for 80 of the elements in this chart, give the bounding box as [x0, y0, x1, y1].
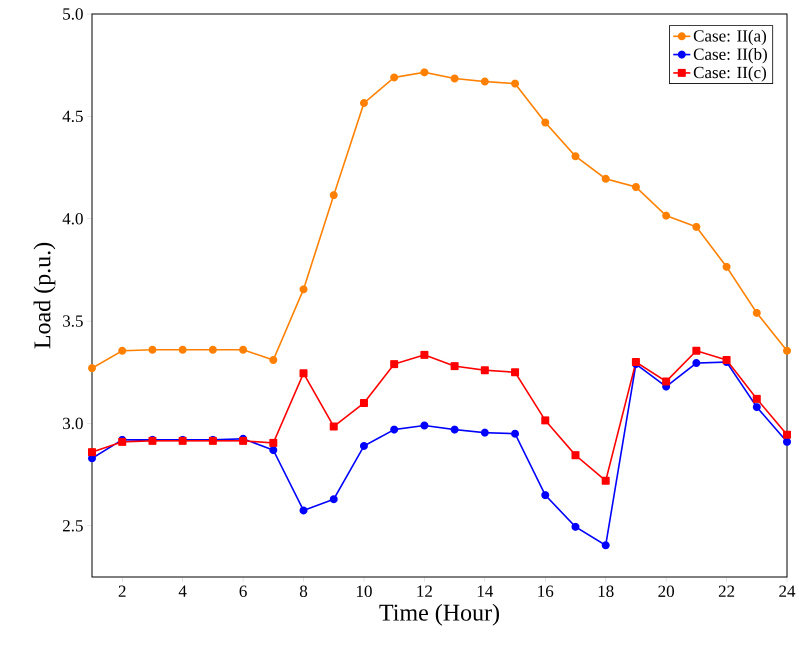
point — [269, 446, 278, 454]
y-tick-label: 3.0 — [63, 418, 83, 430]
x-tick-label: 14 — [478, 586, 494, 597]
point — [239, 346, 248, 354]
x-tick-label: 2 — [118, 586, 126, 597]
point — [480, 78, 489, 86]
x-tick-label: 12 — [417, 586, 432, 597]
point — [360, 99, 368, 108]
legend-label: Case: II(a) — [694, 30, 766, 46]
point — [722, 262, 731, 271]
point — [300, 506, 308, 514]
point — [571, 451, 580, 460]
point — [480, 428, 489, 437]
point — [208, 346, 217, 354]
point — [752, 308, 761, 317]
point — [390, 73, 398, 82]
point — [692, 346, 700, 355]
point — [420, 68, 428, 76]
point — [632, 182, 640, 191]
point — [330, 191, 338, 200]
x-tick-label: 10 — [356, 586, 372, 598]
x-axis-title: Time (Hour) — [379, 604, 499, 626]
legend-label: Case: II(b) — [694, 48, 767, 64]
point — [511, 368, 520, 376]
point — [511, 80, 520, 88]
point — [148, 346, 156, 354]
point — [602, 541, 610, 550]
point — [571, 522, 580, 531]
point — [450, 426, 459, 434]
point — [783, 430, 792, 439]
point — [752, 394, 761, 403]
point — [692, 359, 700, 368]
x-tick-label: 4 — [178, 586, 187, 597]
point — [541, 416, 550, 424]
x-tick-label: 24 — [779, 586, 796, 597]
point — [571, 152, 580, 160]
point — [722, 356, 731, 364]
point — [390, 426, 398, 434]
point — [330, 495, 338, 504]
x-tick-label: 18 — [598, 586, 614, 598]
y-axis-title: Load (p.u.) — [34, 242, 56, 348]
point — [330, 422, 338, 431]
point — [480, 366, 489, 374]
point — [450, 74, 459, 82]
point — [602, 476, 610, 485]
point — [420, 422, 428, 430]
point — [783, 346, 792, 355]
x-tick-label: 20 — [658, 586, 674, 598]
point — [783, 438, 792, 446]
y-tick-label: 4.0 — [62, 212, 83, 224]
x-tick-label: 16 — [538, 586, 554, 597]
point — [511, 430, 520, 438]
point — [390, 360, 398, 368]
x-tick-label: 8 — [300, 586, 308, 598]
point — [360, 398, 368, 407]
point — [662, 212, 670, 220]
x-tick-label: 22 — [718, 586, 734, 597]
point — [88, 448, 96, 456]
y-tick-label: 2.5 — [62, 520, 83, 532]
x-tick-label: 6 — [240, 586, 247, 597]
point — [450, 362, 459, 370]
point — [420, 350, 428, 359]
point — [118, 346, 126, 355]
point — [88, 364, 96, 372]
point — [541, 118, 550, 126]
legend-label: Case: II(c) — [694, 66, 766, 82]
point — [602, 174, 610, 183]
point — [178, 346, 187, 354]
point — [300, 285, 308, 294]
point — [541, 491, 550, 500]
point — [269, 438, 278, 447]
y-tick-label: 3.5 — [63, 315, 83, 327]
point — [752, 403, 761, 412]
point — [662, 377, 670, 386]
y-tick-label: 4.5 — [62, 110, 83, 122]
point — [300, 369, 308, 378]
point — [692, 222, 700, 231]
y-tick-label: 5.0 — [63, 8, 83, 20]
point — [360, 442, 368, 450]
point — [269, 356, 278, 364]
